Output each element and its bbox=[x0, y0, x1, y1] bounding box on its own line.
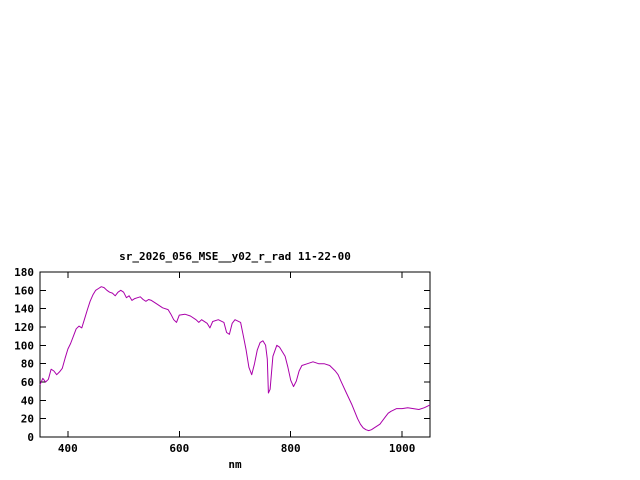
x-tick-label: 800 bbox=[281, 442, 301, 455]
y-tick-label: 20 bbox=[21, 413, 34, 426]
y-tick-label: 100 bbox=[14, 339, 34, 352]
y-tick-label: 80 bbox=[21, 358, 34, 371]
x-tick-label: 600 bbox=[169, 442, 189, 455]
chart-title: sr_2026_056_MSE__y02_r_rad 11-22-00 bbox=[119, 250, 351, 263]
y-tick-label: 120 bbox=[14, 321, 34, 334]
y-tick-label: 0 bbox=[27, 431, 34, 444]
y-tick-label: 180 bbox=[14, 266, 34, 279]
y-tick-label: 40 bbox=[21, 394, 34, 407]
x-tick-label: 400 bbox=[58, 442, 78, 455]
x-tick-label: 1000 bbox=[389, 442, 416, 455]
spectrum-line bbox=[39, 286, 431, 432]
x-axis-label: nm bbox=[228, 458, 242, 471]
y-tick-label: 60 bbox=[21, 376, 34, 389]
plot-border bbox=[39, 271, 431, 438]
y-tick-label: 160 bbox=[14, 284, 34, 297]
y-tick-label: 140 bbox=[14, 303, 34, 316]
